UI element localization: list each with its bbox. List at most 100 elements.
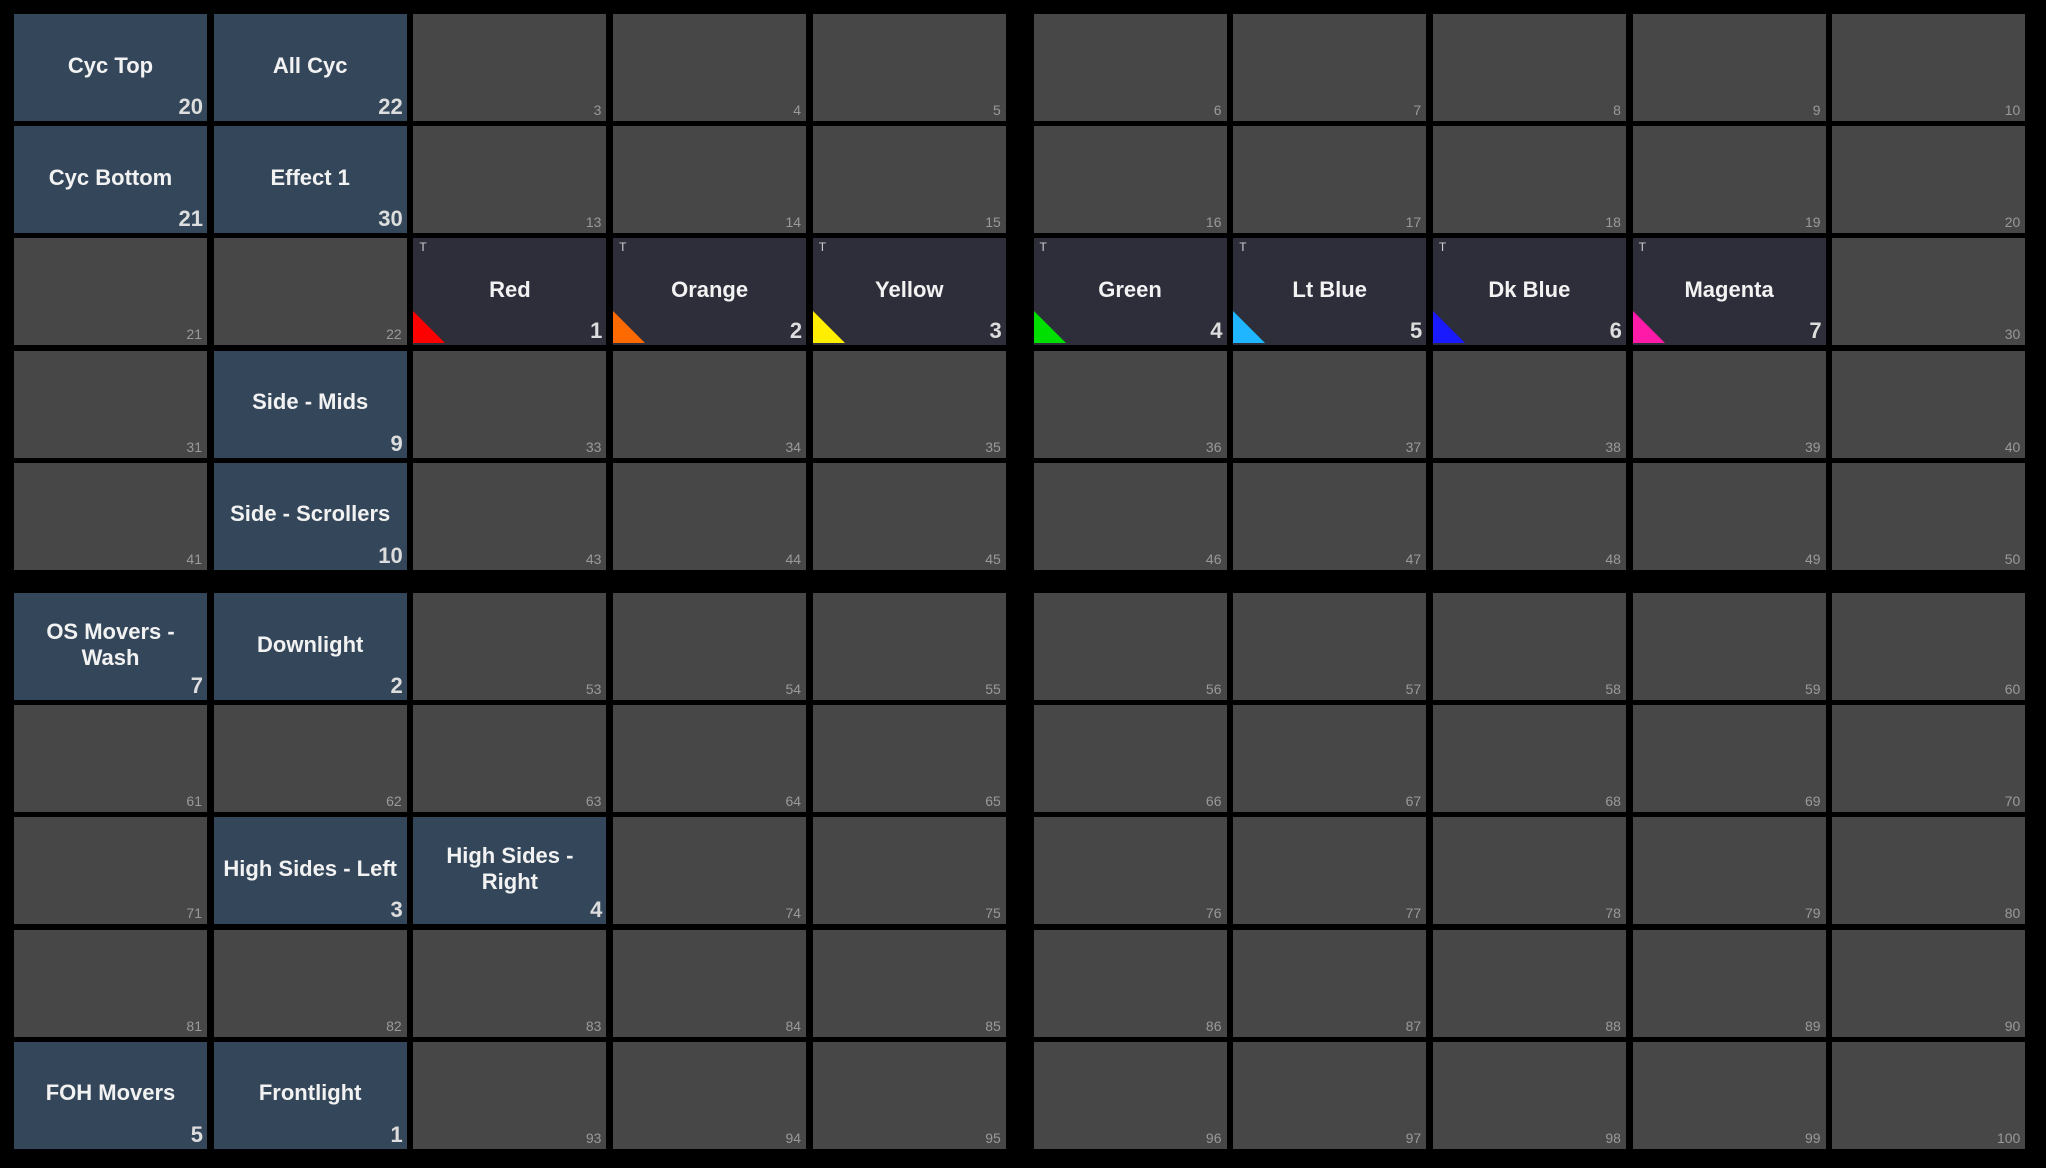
group-button[interactable]: OS Movers - Wash 7: [14, 593, 207, 700]
group-button[interactable]: FOH Movers 5: [14, 1041, 207, 1149]
empty-button[interactable]: 55: [812, 593, 1006, 700]
palette-button[interactable]: T Green 4: [1033, 238, 1227, 346]
empty-button[interactable]: 97: [1233, 1041, 1427, 1149]
empty-button[interactable]: 96: [1033, 1041, 1227, 1149]
empty-button[interactable]: 71: [14, 817, 207, 925]
empty-button[interactable]: 50: [1832, 462, 2026, 570]
group-button[interactable]: High Sides - Right 4: [413, 817, 607, 925]
group-button[interactable]: High Sides - Left 3: [213, 817, 407, 925]
empty-button[interactable]: 59: [1632, 593, 1826, 700]
group-button[interactable]: Side - Mids 9: [213, 350, 407, 458]
empty-button[interactable]: 30: [1832, 238, 2026, 346]
empty-button[interactable]: 18: [1432, 126, 1626, 234]
empty-button[interactable]: 7: [1233, 14, 1427, 121]
group-button[interactable]: Cyc Top 20: [14, 14, 207, 121]
empty-button[interactable]: 40: [1832, 350, 2026, 458]
empty-button[interactable]: 3: [413, 14, 607, 121]
empty-button[interactable]: 10: [1832, 14, 2026, 121]
empty-button[interactable]: 76: [1033, 817, 1227, 925]
palette-button[interactable]: T Dk Blue 6: [1432, 238, 1626, 346]
empty-button[interactable]: 78: [1432, 817, 1626, 925]
group-button[interactable]: Cyc Bottom 21: [14, 126, 207, 234]
empty-button[interactable]: 69: [1632, 705, 1826, 813]
empty-button[interactable]: 45: [812, 462, 1006, 570]
empty-button[interactable]: 5: [812, 14, 1006, 121]
empty-button[interactable]: 86: [1033, 929, 1227, 1037]
empty-button[interactable]: 46: [1033, 462, 1227, 570]
empty-button[interactable]: 62: [213, 705, 407, 813]
empty-button[interactable]: 85: [812, 929, 1006, 1037]
empty-button[interactable]: 98: [1432, 1041, 1626, 1149]
empty-button[interactable]: 6: [1033, 14, 1227, 121]
empty-button[interactable]: 8: [1432, 14, 1626, 121]
empty-button[interactable]: 64: [613, 705, 807, 813]
empty-button[interactable]: 67: [1233, 705, 1427, 813]
empty-button[interactable]: 84: [613, 929, 807, 1037]
empty-button[interactable]: 47: [1233, 462, 1427, 570]
empty-button[interactable]: 9: [1632, 14, 1826, 121]
empty-button[interactable]: 75: [812, 817, 1006, 925]
empty-button[interactable]: 56: [1033, 593, 1227, 700]
empty-button[interactable]: 77: [1233, 817, 1427, 925]
empty-button[interactable]: 63: [413, 705, 607, 813]
empty-button[interactable]: 36: [1033, 350, 1227, 458]
empty-button[interactable]: 79: [1632, 817, 1826, 925]
empty-button[interactable]: 100: [1832, 1041, 2026, 1149]
group-button[interactable]: Downlight 2: [213, 593, 407, 700]
palette-button[interactable]: T Lt Blue 5: [1233, 238, 1427, 346]
empty-button[interactable]: 94: [613, 1041, 807, 1149]
empty-button[interactable]: 88: [1432, 929, 1626, 1037]
empty-button[interactable]: 61: [14, 705, 207, 813]
empty-button[interactable]: 31: [14, 350, 207, 458]
empty-button[interactable]: 49: [1632, 462, 1826, 570]
empty-button[interactable]: 39: [1632, 350, 1826, 458]
empty-button[interactable]: 70: [1832, 705, 2026, 813]
empty-button[interactable]: 82: [213, 929, 407, 1037]
empty-button[interactable]: 17: [1233, 126, 1427, 234]
palette-button[interactable]: T Orange 2: [613, 238, 807, 346]
empty-button[interactable]: 15: [812, 126, 1006, 234]
empty-button[interactable]: 68: [1432, 705, 1626, 813]
empty-button[interactable]: 54: [613, 593, 807, 700]
group-button[interactable]: Side - Scrollers 10: [213, 462, 407, 570]
group-button[interactable]: Effect 1 30: [213, 126, 407, 234]
empty-button[interactable]: 48: [1432, 462, 1626, 570]
empty-button[interactable]: 89: [1632, 929, 1826, 1037]
empty-button[interactable]: 81: [14, 929, 207, 1037]
empty-button[interactable]: 20: [1832, 126, 2026, 234]
empty-button[interactable]: 83: [413, 929, 607, 1037]
empty-button[interactable]: 53: [413, 593, 607, 700]
empty-button[interactable]: 93: [413, 1041, 607, 1149]
group-button[interactable]: All Cyc 22: [213, 14, 407, 121]
empty-button[interactable]: 4: [613, 14, 807, 121]
empty-button[interactable]: 43: [413, 462, 607, 570]
palette-button[interactable]: T Magenta 7: [1632, 238, 1826, 346]
empty-button[interactable]: 90: [1832, 929, 2026, 1037]
empty-button[interactable]: 13: [413, 126, 607, 234]
empty-button[interactable]: 38: [1432, 350, 1626, 458]
empty-button[interactable]: 99: [1632, 1041, 1826, 1149]
empty-button[interactable]: 65: [812, 705, 1006, 813]
empty-button[interactable]: 60: [1832, 593, 2026, 700]
empty-button[interactable]: 16: [1033, 126, 1227, 234]
empty-button[interactable]: 14: [613, 126, 807, 234]
empty-button[interactable]: 22: [213, 238, 407, 346]
empty-button[interactable]: 57: [1233, 593, 1427, 700]
empty-button[interactable]: 87: [1233, 929, 1427, 1037]
empty-button[interactable]: 74: [613, 817, 807, 925]
empty-button[interactable]: 41: [14, 462, 207, 570]
empty-button[interactable]: 34: [613, 350, 807, 458]
palette-button[interactable]: T Red 1: [413, 238, 607, 346]
empty-button[interactable]: 95: [812, 1041, 1006, 1149]
group-button[interactable]: Frontlight 1: [213, 1041, 407, 1149]
empty-button[interactable]: 66: [1033, 705, 1227, 813]
empty-button[interactable]: 33: [413, 350, 607, 458]
palette-button[interactable]: T Yellow 3: [812, 238, 1006, 346]
empty-button[interactable]: 44: [613, 462, 807, 570]
empty-button[interactable]: 58: [1432, 593, 1626, 700]
empty-button[interactable]: 19: [1632, 126, 1826, 234]
empty-button[interactable]: 21: [14, 238, 207, 346]
empty-button[interactable]: 35: [812, 350, 1006, 458]
empty-button[interactable]: 37: [1233, 350, 1427, 458]
empty-button[interactable]: 80: [1832, 817, 2026, 925]
